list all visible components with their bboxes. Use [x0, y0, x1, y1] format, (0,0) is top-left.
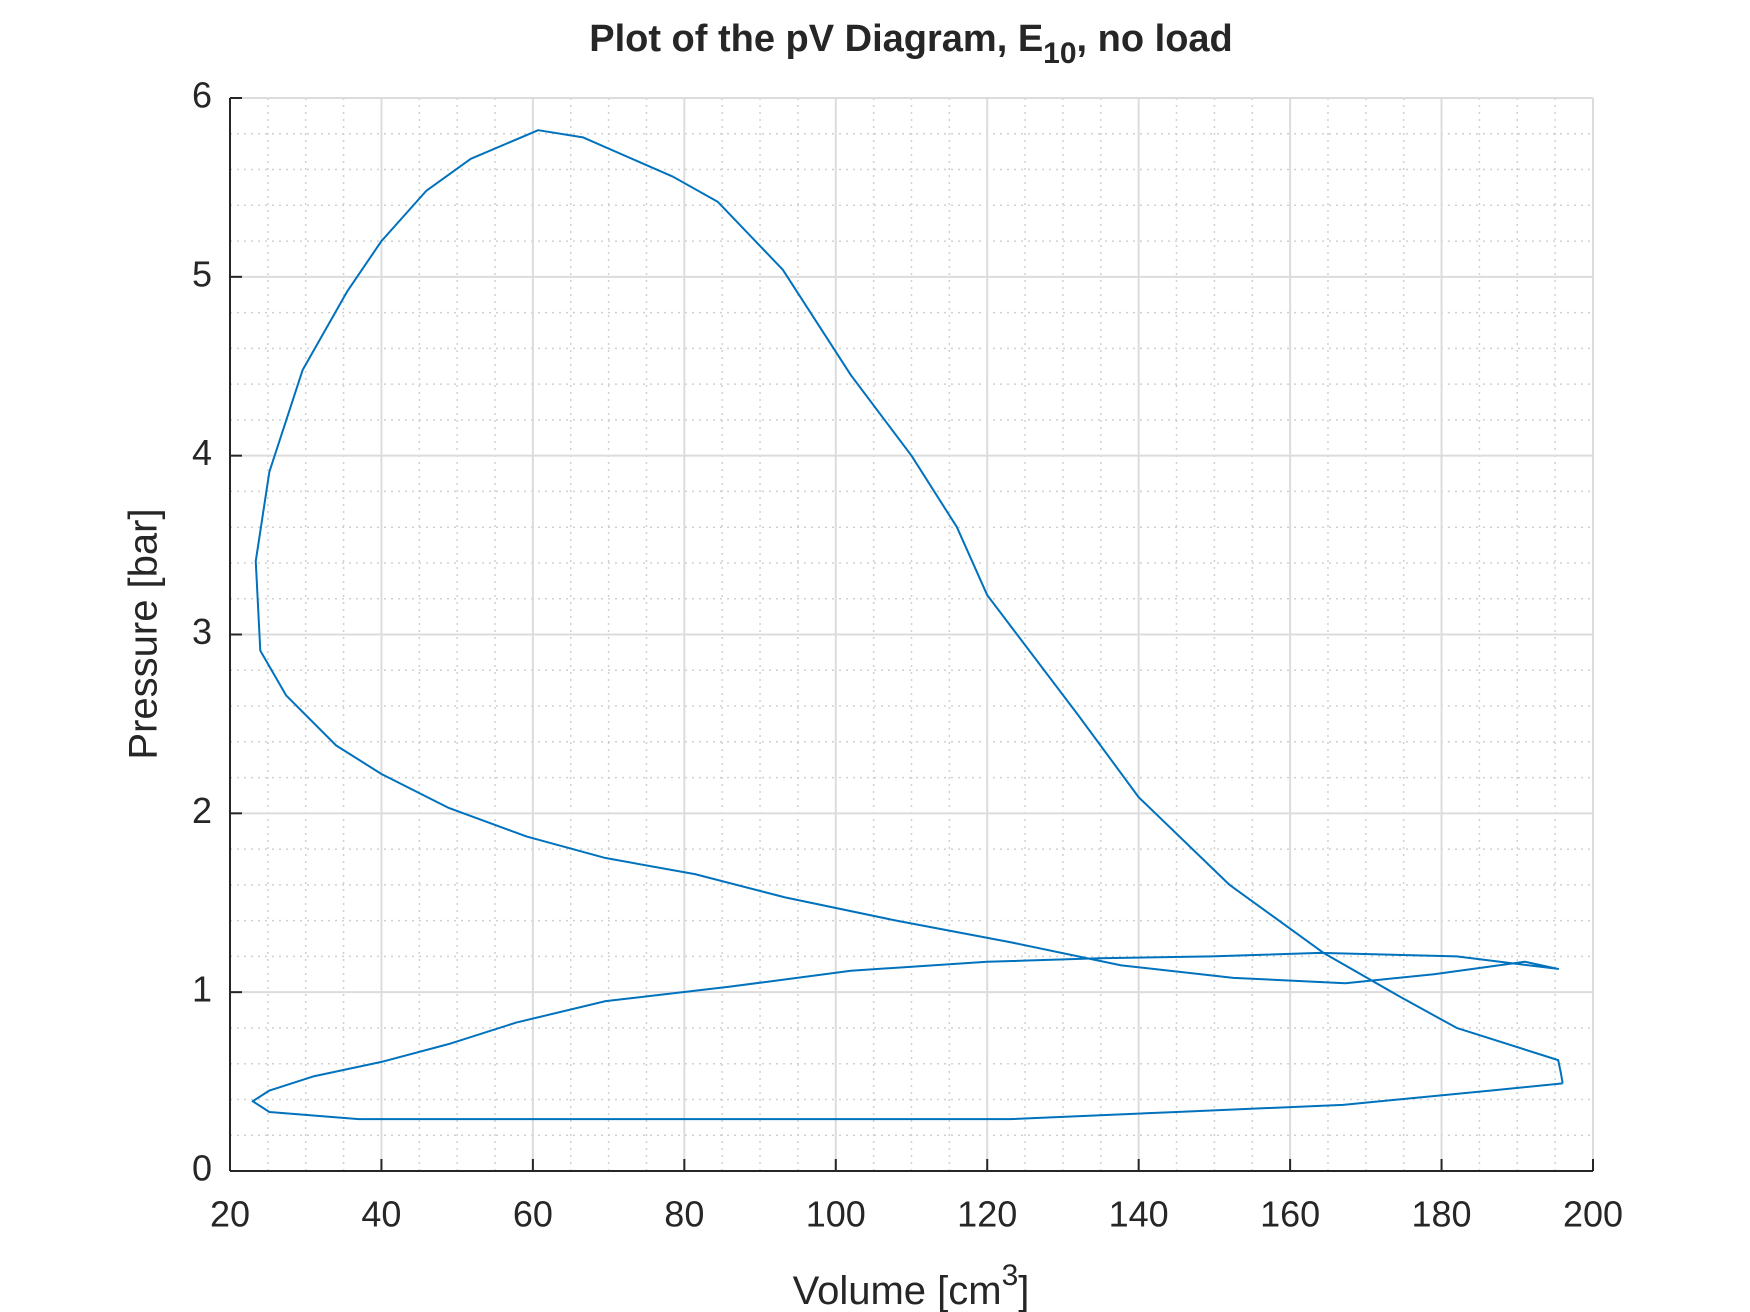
title-text: Plot of the pV Diagram, E: [589, 18, 1043, 60]
y-tick-label: 5: [192, 253, 212, 294]
x-axis-label: Volume [cm3]: [793, 1259, 1030, 1312]
x-tick-label: 180: [1412, 1194, 1472, 1235]
x-tick-label: 80: [664, 1194, 704, 1235]
title-suffix: , no load: [1077, 18, 1233, 60]
x-tick-label: 200: [1563, 1194, 1623, 1235]
x-tick-label: 60: [513, 1194, 553, 1235]
x-tick-label: 120: [957, 1194, 1017, 1235]
x-label-suffix: ]: [1018, 1269, 1029, 1312]
x-tick-label: 160: [1260, 1194, 1320, 1235]
x-tick-label: 20: [210, 1194, 250, 1235]
y-axis-label: Pressure [bar]: [122, 508, 166, 759]
y-tick-label: 1: [192, 969, 212, 1010]
y-tick-label: 0: [192, 1148, 212, 1189]
x-tick-label: 100: [806, 1194, 866, 1235]
title-subscript: 10: [1043, 37, 1076, 70]
x-tick-label: 140: [1109, 1194, 1169, 1235]
x-tick-label: 40: [361, 1194, 401, 1235]
y-tick-label: 6: [192, 75, 212, 116]
y-tick-label: 4: [192, 432, 212, 473]
data-line: [251, 129, 1564, 1121]
y-tick-label: 2: [192, 790, 212, 831]
x-label-text: Volume [cm: [793, 1269, 1002, 1312]
chart-title: Plot of the pV Diagram, E10, no load: [589, 18, 1233, 70]
x-label-superscript: 3: [1002, 1259, 1019, 1292]
y-tick-label: 3: [192, 611, 212, 652]
